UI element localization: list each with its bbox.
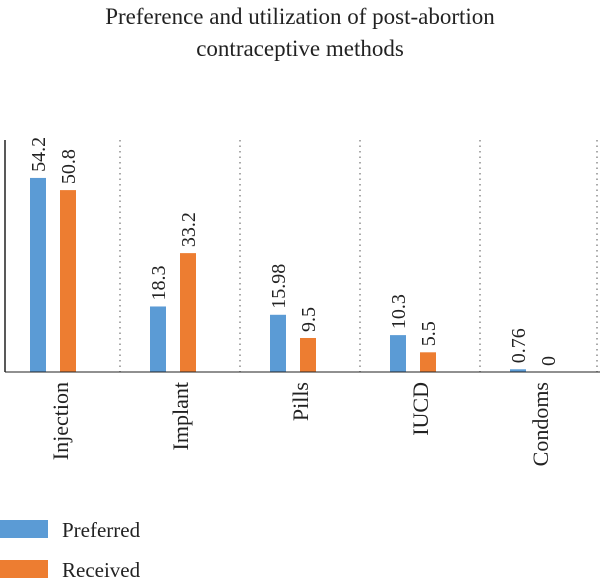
chart-title: Preference and utilization of post-abort… bbox=[105, 4, 495, 61]
bar-received-iucd bbox=[420, 352, 436, 372]
value-label: 10.3 bbox=[388, 294, 410, 329]
gridlines bbox=[119, 140, 598, 372]
value-label: 54.2 bbox=[28, 137, 50, 172]
bars bbox=[30, 177, 526, 372]
category-labels: Injection Implant Pills IUCD Condoms bbox=[48, 382, 553, 466]
legend: Preferred Received bbox=[0, 518, 141, 582]
value-label: 15.98 bbox=[268, 264, 290, 309]
legend-label: Preferred bbox=[62, 518, 141, 542]
bar-preferred-implant bbox=[150, 306, 166, 372]
bar-preferred-pills bbox=[270, 314, 286, 372]
value-label: 18.3 bbox=[148, 265, 170, 300]
bar-received-injection bbox=[60, 190, 76, 372]
value-label: 0 bbox=[538, 356, 560, 366]
legend-swatch bbox=[0, 560, 48, 578]
category-label: Condoms bbox=[528, 382, 553, 466]
chart-title-line-2: contraceptive methods bbox=[196, 36, 404, 61]
bar-preferred-injection bbox=[30, 177, 46, 372]
value-label: 50.8 bbox=[58, 149, 80, 184]
bar-preferred-condoms bbox=[510, 369, 526, 372]
bar-preferred-iucd bbox=[390, 335, 406, 372]
bar-received-pills bbox=[300, 337, 316, 372]
category-label: Injection bbox=[48, 382, 73, 460]
category-label: IUCD bbox=[408, 382, 433, 436]
category-label: Implant bbox=[168, 382, 193, 450]
axes bbox=[4, 140, 600, 373]
chart-title-line-1: Preference and utilization of post-abort… bbox=[105, 4, 495, 29]
value-label: 5.5 bbox=[418, 321, 440, 346]
value-label: 33.2 bbox=[178, 212, 200, 247]
value-label: 0.76 bbox=[508, 328, 530, 363]
bar-received-implant bbox=[180, 253, 196, 372]
value-label: 9.5 bbox=[298, 307, 320, 332]
legend-label: Received bbox=[62, 558, 141, 582]
value-labels: 54.2 50.8 18.3 33.2 15.98 9.5 10.3 5.5 0.76 0 bbox=[28, 137, 560, 366]
legend-swatch bbox=[0, 520, 48, 538]
category-label: Pills bbox=[288, 382, 313, 421]
